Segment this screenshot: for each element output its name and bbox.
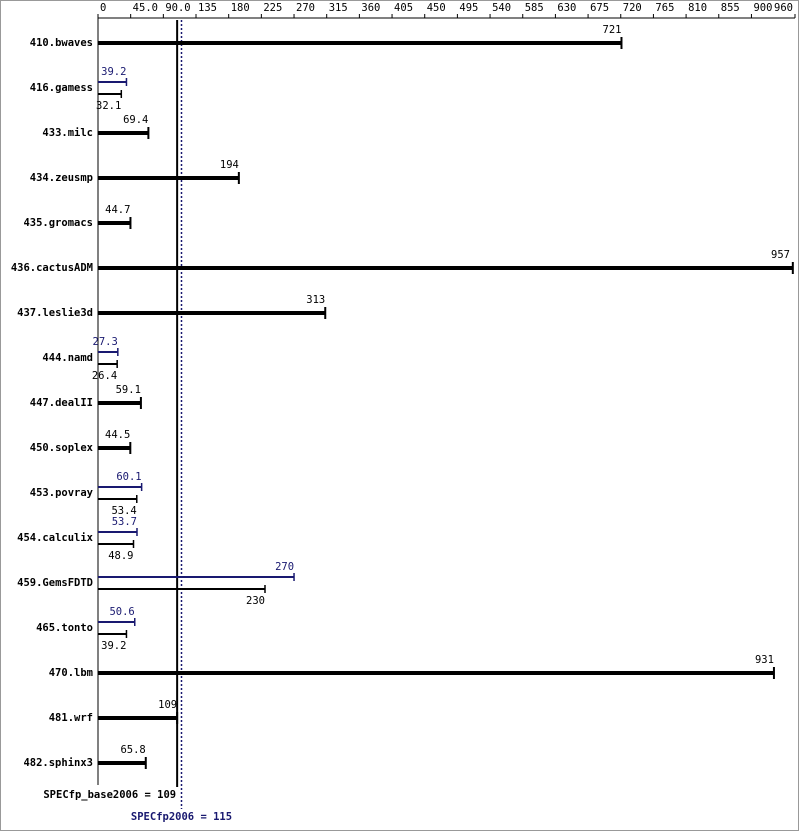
category-label: 433.milc	[42, 127, 93, 139]
value-label: 109	[158, 699, 177, 711]
category-label: 436.cactusADM	[11, 262, 93, 274]
value-label: 39.2	[101, 640, 126, 652]
category-label: 470.lbm	[49, 667, 93, 679]
value-label: 59.1	[116, 384, 141, 396]
x-tick-label: 720	[623, 2, 642, 14]
value-label: 60.1	[116, 471, 141, 483]
value-label: 931	[755, 654, 774, 666]
x-tick-label: 675	[590, 2, 609, 14]
category-label: 482.sphinx3	[23, 757, 93, 769]
value-label: 957	[771, 249, 790, 261]
category-label: 435.gromacs	[23, 217, 93, 229]
x-tick-label: 225	[263, 2, 282, 14]
value-label: 230	[246, 595, 265, 607]
category-label: 447.dealII	[30, 397, 93, 409]
value-label: 65.8	[120, 744, 145, 756]
x-tick-label: 585	[525, 2, 544, 14]
x-tick-label: 135	[198, 2, 217, 14]
x-tick-label: 90.0	[165, 2, 190, 14]
x-tick-label: 45.0	[133, 2, 158, 14]
x-tick-label: 765	[655, 2, 674, 14]
value-label: 32.1	[96, 100, 121, 112]
category-label: 459.GemsFDTD	[17, 577, 93, 589]
x-tick-label: 270	[296, 2, 315, 14]
x-tick-label: 0	[100, 2, 106, 14]
x-tick-label: 495	[459, 2, 478, 14]
value-label: 313	[306, 294, 325, 306]
category-label: 481.wrf	[49, 712, 93, 724]
value-label: 27.3	[93, 336, 118, 348]
value-label: 44.5	[105, 429, 130, 441]
category-label: 434.zeusmp	[30, 172, 93, 184]
category-label: 453.povray	[30, 487, 94, 499]
category-label: 416.gamess	[30, 82, 93, 94]
value-label: 44.7	[105, 204, 130, 216]
x-tick-label: 450	[427, 2, 446, 14]
reference-label: SPECfp_base2006 = 109	[43, 789, 176, 801]
reference-label: SPECfp2006 = 115	[131, 811, 232, 823]
value-label: 50.6	[109, 606, 134, 618]
value-label: 721	[603, 24, 622, 36]
x-tick-label: 630	[557, 2, 576, 14]
value-label: 53.4	[111, 505, 136, 517]
value-label: 270	[275, 561, 294, 573]
x-tick-label: 540	[492, 2, 511, 14]
value-label: 48.9	[108, 550, 133, 562]
category-label: 454.calculix	[17, 532, 94, 544]
x-tick-label: 855	[721, 2, 740, 14]
category-label: 450.soplex	[30, 442, 94, 454]
value-label: 53.7	[112, 516, 137, 528]
x-tick-label: 315	[329, 2, 348, 14]
x-tick-label: 180	[231, 2, 250, 14]
value-label: 26.4	[92, 370, 117, 382]
x-tick-label: 405	[394, 2, 413, 14]
x-tick-label: 960	[774, 2, 793, 14]
category-label: 465.tonto	[36, 622, 93, 634]
value-label: 39.2	[101, 66, 126, 78]
x-tick-label: 900	[753, 2, 772, 14]
x-tick-label: 810	[688, 2, 707, 14]
value-label: 194	[220, 159, 239, 171]
category-label: 444.namd	[42, 352, 93, 364]
category-label: 410.bwaves	[30, 37, 93, 49]
value-label: 69.4	[123, 114, 148, 126]
x-tick-label: 360	[361, 2, 380, 14]
category-label: 437.leslie3d	[17, 307, 93, 319]
